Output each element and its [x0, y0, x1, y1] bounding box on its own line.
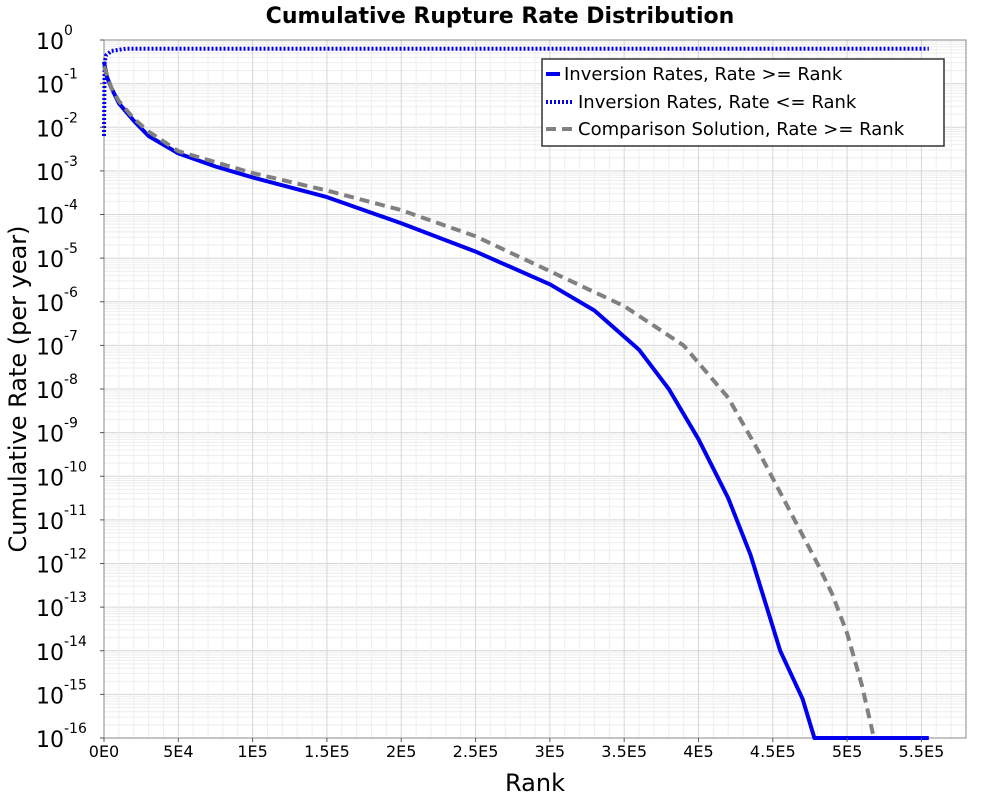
x-tick-label: 4E5: [683, 742, 713, 761]
x-tick-label: 5.5E5: [899, 742, 945, 761]
y-tick-label-exponent: -4: [64, 198, 78, 214]
y-tick-label-base: 10: [36, 728, 64, 753]
y-tick-label-exponent: -2: [64, 110, 78, 126]
y-axis-label: Cumulative Rate (per year): [4, 225, 32, 552]
y-tick-label-exponent: -9: [64, 416, 78, 432]
series-comparison-rate-ge-rank: [102, 65, 876, 739]
x-tick-label: 5E4: [163, 742, 193, 761]
x-tick-label: 0E0: [89, 742, 119, 761]
y-tick-label-exponent: 0: [64, 23, 73, 39]
y-tick-label-base: 10: [36, 161, 64, 186]
x-axis-label: Rank: [505, 769, 565, 797]
legend-label-inversion-ge: Inversion Rates, Rate >= Rank: [564, 64, 843, 85]
legend-label-comparison-ge: Comparison Solution, Rate >= Rank: [578, 119, 905, 140]
y-tick-label-base: 10: [36, 641, 64, 666]
x-tick-label: 1E5: [237, 742, 267, 761]
series-inversion-rate-ge-rank: [102, 61, 929, 740]
y-tick-label-base: 10: [36, 554, 64, 579]
legend: Inversion Rates, Rate >= Rank Inversion …: [541, 58, 945, 147]
y-tick-label-base: 10: [36, 74, 64, 99]
y-tick-label-base: 10: [36, 423, 64, 448]
y-tick-label-exponent: -6: [64, 285, 78, 301]
x-tick-label: 2E5: [386, 742, 416, 761]
y-tick-label-exponent: -7: [64, 328, 78, 344]
x-tick-label: 3.5E5: [601, 742, 647, 761]
y-tick-label-base: 10: [36, 205, 64, 230]
y-tick-label-exponent: -14: [64, 634, 87, 650]
y-tick-label-base: 10: [36, 466, 64, 491]
chart-title: Cumulative Rupture Rate Distribution: [266, 4, 735, 29]
y-tick-label-base: 10: [36, 30, 64, 55]
y-tick-label-exponent: -3: [64, 154, 78, 170]
x-tick-label: 3E5: [535, 742, 565, 761]
y-tick-label-base: 10: [36, 292, 64, 317]
y-tick-label-exponent: -12: [64, 547, 87, 563]
y-tick-label-base: 10: [36, 379, 64, 404]
y-tick-label-exponent: -10: [64, 459, 87, 475]
x-tick-label: 4.5E5: [750, 742, 796, 761]
legend-label-inversion-le: Inversion Rates, Rate <= Rank: [578, 92, 857, 113]
x-tick-label: 5E5: [832, 742, 862, 761]
y-tick-label-base: 10: [36, 510, 64, 535]
y-tick-label-base: 10: [36, 335, 64, 360]
x-tick-label: 1.5E5: [304, 742, 350, 761]
y-tick-label-base: 10: [36, 684, 64, 709]
y-tick-label-base: 10: [36, 597, 64, 622]
y-tick-label-base: 10: [36, 117, 64, 142]
y-tick-label-exponent: -11: [64, 503, 87, 519]
y-tick-label-base: 10: [36, 248, 64, 273]
y-tick-label-exponent: -15: [64, 677, 87, 693]
y-tick-label-exponent: -1: [64, 67, 78, 83]
x-tick-label: 2.5E5: [453, 742, 499, 761]
legend-box: [541, 58, 945, 147]
y-tick-label-exponent: -5: [64, 241, 78, 257]
y-tick-label-exponent: -8: [64, 372, 78, 388]
y-tick-label-exponent: -16: [64, 721, 87, 737]
y-tick-label-exponent: -13: [64, 590, 87, 606]
